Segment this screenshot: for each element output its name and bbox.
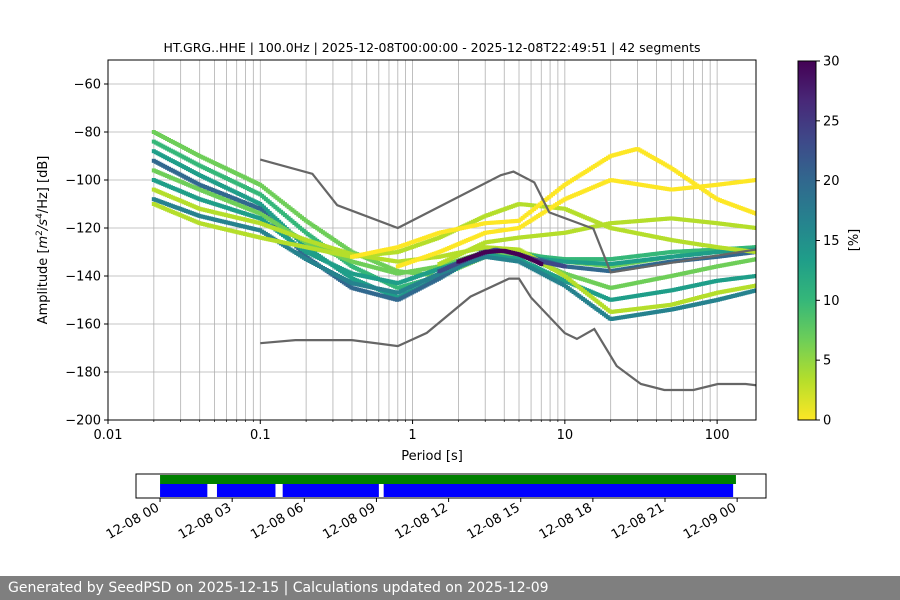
footer-text: Generated by SeedPSD on 2025-12-15 | Cal… [8,580,549,596]
colorbar-tick-label: 25 [823,114,840,129]
x-tick-label: 1 [408,428,416,443]
timeline-tick-label: 12-08 18 [537,500,595,542]
data-timeline [160,475,736,497]
colorbar-tick-label: 5 [823,354,831,369]
low_noise-model-line [260,277,756,392]
ppsd-cell [539,262,544,266]
ppsd-cell [754,211,756,216]
y-tick-label: −160 [65,318,101,333]
x-axis-label: Period [s] [401,449,463,464]
ppsd-cell [562,264,567,269]
y-tick-label: −120 [65,222,101,237]
colorbar [797,60,817,421]
y-axis-label: Amplitude [m2/s4/Hz] [dB] [35,156,51,325]
ppsd-cell [754,178,756,182]
y-tick-label: −180 [65,366,101,381]
plot-frame [107,59,757,421]
noise-models [260,158,756,392]
data-available-span [160,475,736,484]
timeline-tick-label: 12-08 03 [176,500,234,542]
colorbar-tick-label: 10 [823,294,840,309]
timeline-tick-label: 12-08 06 [248,500,306,542]
timeline-tick-label: 12-08 00 [104,500,162,542]
y-tick-label: −80 [74,126,101,141]
used-segment-span [160,484,208,497]
x-tick-label: 10 [557,428,574,443]
ppsd-cell [754,257,756,262]
ppsd-cell [754,250,756,254]
timeline-tick-label: 12-08 15 [465,500,523,542]
ppsd-heatmap [151,130,756,321]
colorbar-ticks: 0 5 10 15 20 25 30 [816,55,840,429]
used-segment-span [383,484,734,497]
x-tick-label: 100 [705,428,730,443]
colorbar-label: [%] [847,229,862,252]
x-tick-label: 0.1 [250,428,271,443]
colorbar-tick-label: 30 [823,55,840,70]
high_noise-model-line [260,158,756,274]
used-segment-span [216,484,276,497]
timeline-ticks: 12-08 00 12-08 03 12-08 06 12-08 09 12-08 12… [104,498,739,543]
ppsd-cell [754,283,756,288]
y-tick-label: −200 [65,414,101,429]
ppsd-figure: 0.01 0.1 1 10 100−60−80−100−120−140−160−180−… [35,40,862,543]
colorbar-tick-label: 15 [823,234,840,249]
colorbar-tick-label: 0 [823,414,831,429]
colorbar-tick-label: 20 [823,174,840,189]
y-tick-label: −140 [65,270,101,285]
y-tick-label: −60 [74,78,101,93]
plot-axes: 0.01 0.1 1 10 100 −60 −80 −100 −120 −140 −160 −180 −… [65,78,729,444]
y-tick-label: −100 [65,174,101,189]
ppsd-cell [754,226,756,230]
footer-bar: Generated by SeedPSD on 2025-12-15 | Cal… [0,576,900,600]
timeline-tick-label: 12-08 21 [609,500,667,542]
x-tick-label: 0.01 [94,428,123,443]
chart-title: HT.GRG..HHE | 100.0Hz | 2025-12-08T00:00… [164,40,701,55]
timeline-tick-label: 12-08 12 [392,500,450,542]
ppsd-cell [754,274,756,278]
ppsd-cell [754,245,756,250]
timeline-tick-label: 12-08 09 [320,500,378,542]
used-segment-span [282,484,379,497]
timeline-tick-label: 12-09 00 [681,500,739,542]
ppsd-cell [754,288,756,293]
